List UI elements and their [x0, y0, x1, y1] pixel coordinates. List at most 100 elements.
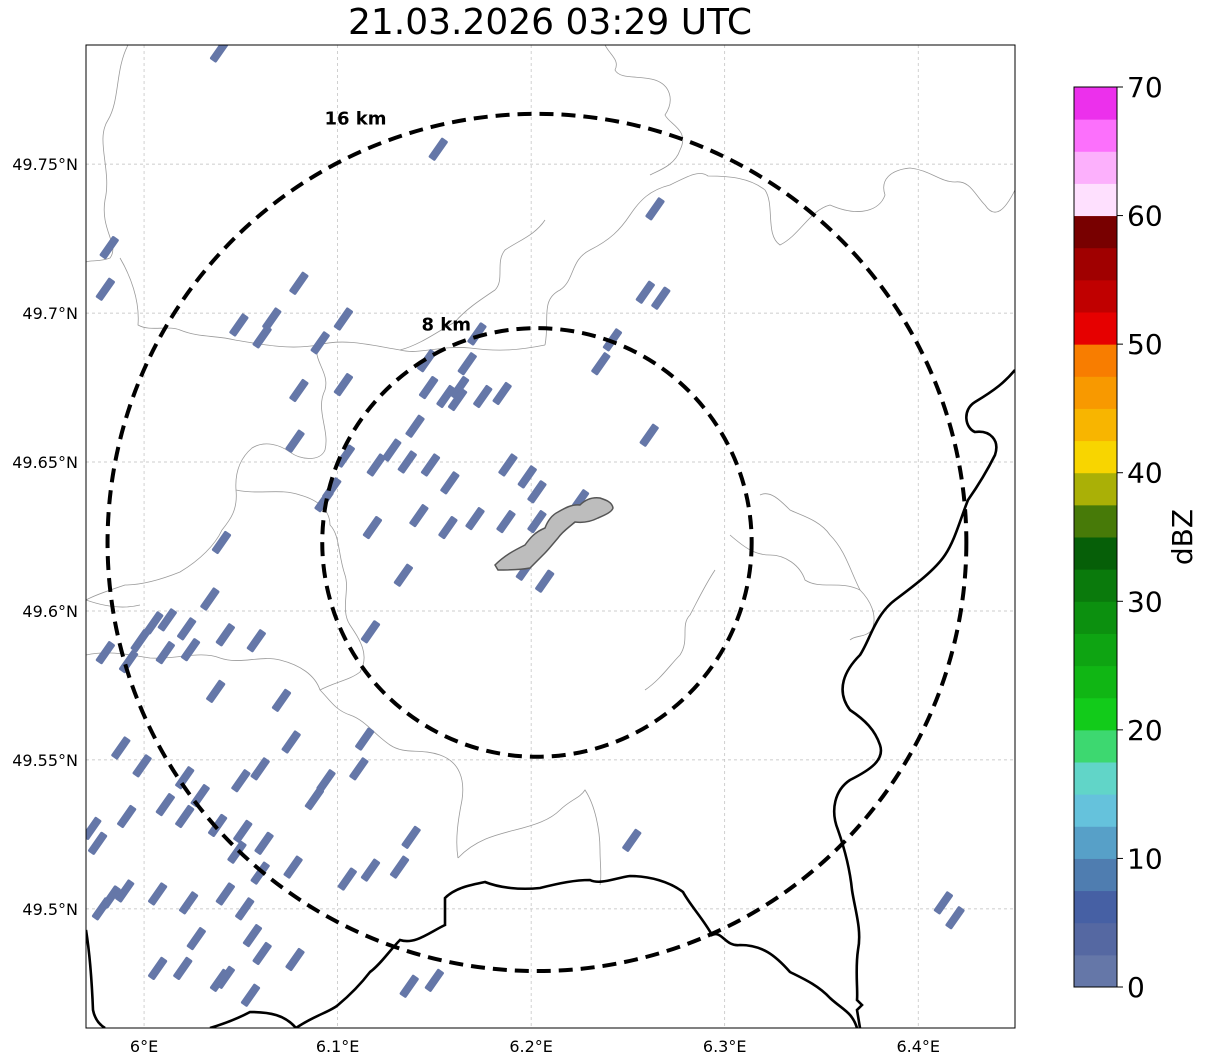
- colorbar-segment: [1074, 762, 1117, 795]
- radar-echo: [335, 444, 355, 468]
- radar-echo: [945, 906, 965, 930]
- radar-echo: [177, 617, 197, 641]
- x-tick-label: 6°E: [130, 1037, 158, 1056]
- radar-echo: [498, 453, 518, 477]
- radar-echo: [179, 891, 199, 915]
- radar-echo: [235, 897, 255, 921]
- radar-echo: [535, 569, 555, 593]
- axis-ticks: 6°E 6.1°E 6.2°E 6.3°E 6.4°E 49.5°N 49.55°N 49.6…: [12, 155, 940, 1056]
- radar-echo: [405, 414, 425, 438]
- radar-echo: [527, 510, 547, 534]
- colorbar-tick-label: 10: [1127, 842, 1163, 875]
- radar-echo: [591, 352, 611, 376]
- colorbar-segment: [1074, 215, 1117, 249]
- radar-echo: [424, 968, 444, 992]
- radar-echo: [438, 516, 458, 540]
- radar-echo: [465, 507, 485, 531]
- radar-echo: [242, 924, 263, 948]
- radar-echo: [639, 423, 659, 447]
- colorbar-segment: [1074, 151, 1117, 184]
- gridlines: [86, 45, 1015, 1028]
- radar-echo: [99, 236, 119, 260]
- radar-echo: [360, 620, 381, 644]
- radar-echo: [362, 516, 383, 540]
- radar-echo: [101, 885, 121, 909]
- radar-echo: [310, 331, 330, 355]
- radar-echo: [227, 840, 247, 864]
- range-ring: [320, 326, 754, 759]
- x-tick-label: 6.1°E: [316, 1037, 360, 1056]
- y-tick-label: 49.5°N: [22, 900, 78, 919]
- radar-echo: [233, 819, 253, 843]
- radar-echo: [250, 861, 270, 885]
- range-ring-label: 8 km: [421, 315, 471, 336]
- colorbar-segment: [1074, 954, 1117, 988]
- radar-echo: [115, 879, 135, 903]
- radar-echo: [180, 638, 201, 662]
- radar-echo: [285, 947, 305, 972]
- radar-echo: [473, 384, 493, 409]
- colorbar-tick-label: 70: [1127, 71, 1163, 104]
- range-ring: [105, 111, 969, 974]
- radar-echo: [304, 787, 324, 811]
- y-tick-label: 49.7°N: [22, 304, 78, 323]
- colorbar-segment: [1074, 183, 1117, 217]
- radar-echo: [173, 956, 193, 980]
- radar-echo: [337, 867, 357, 891]
- range-rings: 8 km 16 km: [105, 109, 969, 974]
- radar-echo: [409, 504, 429, 528]
- radar-echo: [132, 754, 152, 778]
- radar-echo: [240, 983, 261, 1007]
- radar-echo: [393, 563, 413, 587]
- radar-echo: [492, 381, 512, 406]
- radar-echo: [283, 855, 303, 879]
- radar-echo: [175, 804, 195, 829]
- radar-echo: [86, 816, 102, 840]
- radar-echo: [252, 325, 272, 349]
- radar-echo: [157, 608, 177, 632]
- radar-echo: [333, 373, 353, 397]
- radar-echo: [457, 352, 477, 376]
- radar-echo: [206, 679, 226, 703]
- colorbar-segment: [1074, 569, 1117, 602]
- radar-echo: [215, 623, 235, 647]
- colorbar-tick-label: 30: [1127, 585, 1163, 618]
- colorbar-segment: [1074, 633, 1117, 667]
- y-tick-label: 49.65°N: [12, 453, 78, 472]
- radar-echo: [186, 927, 206, 951]
- y-tick-label: 49.75°N: [12, 155, 78, 174]
- chart-title: 21.03.2026 03:29 UTC: [347, 2, 753, 43]
- radar-echo: [111, 736, 131, 760]
- radar-echo: [211, 530, 232, 554]
- colorbar-segment: [1074, 119, 1117, 152]
- radar-echo: [418, 376, 439, 400]
- colorbar-segment: [1074, 665, 1117, 699]
- radar-echo: [645, 197, 665, 221]
- radar-echo: [316, 769, 336, 793]
- colorbar-segment: [1074, 408, 1117, 442]
- radar-echo: [231, 769, 251, 793]
- radar-echo: [95, 277, 115, 301]
- colorbar-tick-label: 60: [1127, 200, 1163, 233]
- colorbar-segment: [1074, 376, 1117, 409]
- radar-echo: [401, 825, 421, 849]
- colorbar-segment: [1074, 440, 1117, 474]
- colorbar-tick-label: 0: [1127, 971, 1145, 1004]
- colorbar-segment: [1074, 794, 1117, 827]
- radar-echo: [155, 793, 175, 817]
- radar-echo: [200, 587, 220, 611]
- radar-echo: [651, 286, 671, 310]
- colorbar-segment: [1074, 601, 1117, 634]
- radar-echo: [289, 271, 309, 295]
- radar-echo: [933, 891, 953, 915]
- radar-echo: [262, 307, 282, 331]
- colorbar-segment: [1074, 922, 1117, 956]
- colorbar: 0 10 20 30 40 50 60 70 dBZ: [1073, 71, 1199, 1004]
- colorbar-frame: [1073, 86, 1118, 988]
- radar-echo: [420, 453, 441, 477]
- radar-echo: [252, 941, 272, 966]
- radar-echo: [399, 974, 419, 998]
- radar-echo: [271, 688, 292, 712]
- radar-echo: [215, 882, 235, 906]
- radar-echo: [440, 471, 460, 495]
